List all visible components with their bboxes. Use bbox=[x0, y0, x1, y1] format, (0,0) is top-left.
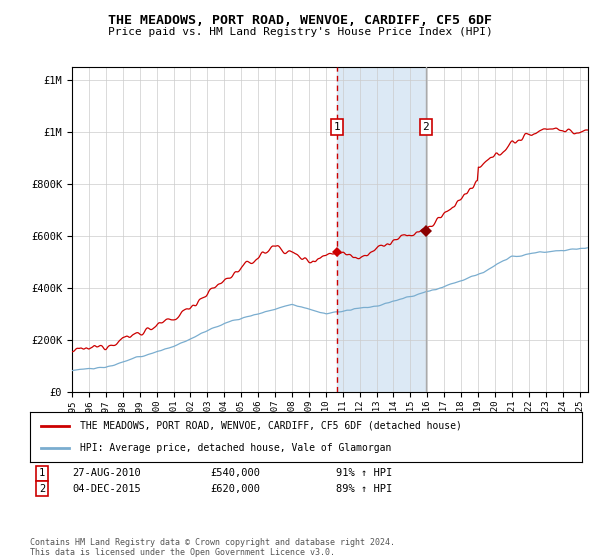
Text: 91% ↑ HPI: 91% ↑ HPI bbox=[336, 468, 392, 478]
Text: 1: 1 bbox=[39, 468, 45, 478]
Text: HPI: Average price, detached house, Vale of Glamorgan: HPI: Average price, detached house, Vale… bbox=[80, 443, 391, 453]
Text: Contains HM Land Registry data © Crown copyright and database right 2024.
This d: Contains HM Land Registry data © Crown c… bbox=[30, 538, 395, 557]
Text: 2: 2 bbox=[422, 122, 430, 132]
Text: 2: 2 bbox=[39, 484, 45, 494]
Text: THE MEADOWS, PORT ROAD, WENVOE, CARDIFF, CF5 6DF: THE MEADOWS, PORT ROAD, WENVOE, CARDIFF,… bbox=[108, 14, 492, 27]
Text: 89% ↑ HPI: 89% ↑ HPI bbox=[336, 484, 392, 494]
Text: Price paid vs. HM Land Registry's House Price Index (HPI): Price paid vs. HM Land Registry's House … bbox=[107, 27, 493, 37]
Text: 27-AUG-2010: 27-AUG-2010 bbox=[72, 468, 141, 478]
Text: £540,000: £540,000 bbox=[210, 468, 260, 478]
Text: THE MEADOWS, PORT ROAD, WENVOE, CARDIFF, CF5 6DF (detached house): THE MEADOWS, PORT ROAD, WENVOE, CARDIFF,… bbox=[80, 421, 461, 431]
Text: £620,000: £620,000 bbox=[210, 484, 260, 494]
Text: 04-DEC-2015: 04-DEC-2015 bbox=[72, 484, 141, 494]
Bar bbox=[337, 67, 426, 392]
Text: 1: 1 bbox=[334, 122, 340, 132]
